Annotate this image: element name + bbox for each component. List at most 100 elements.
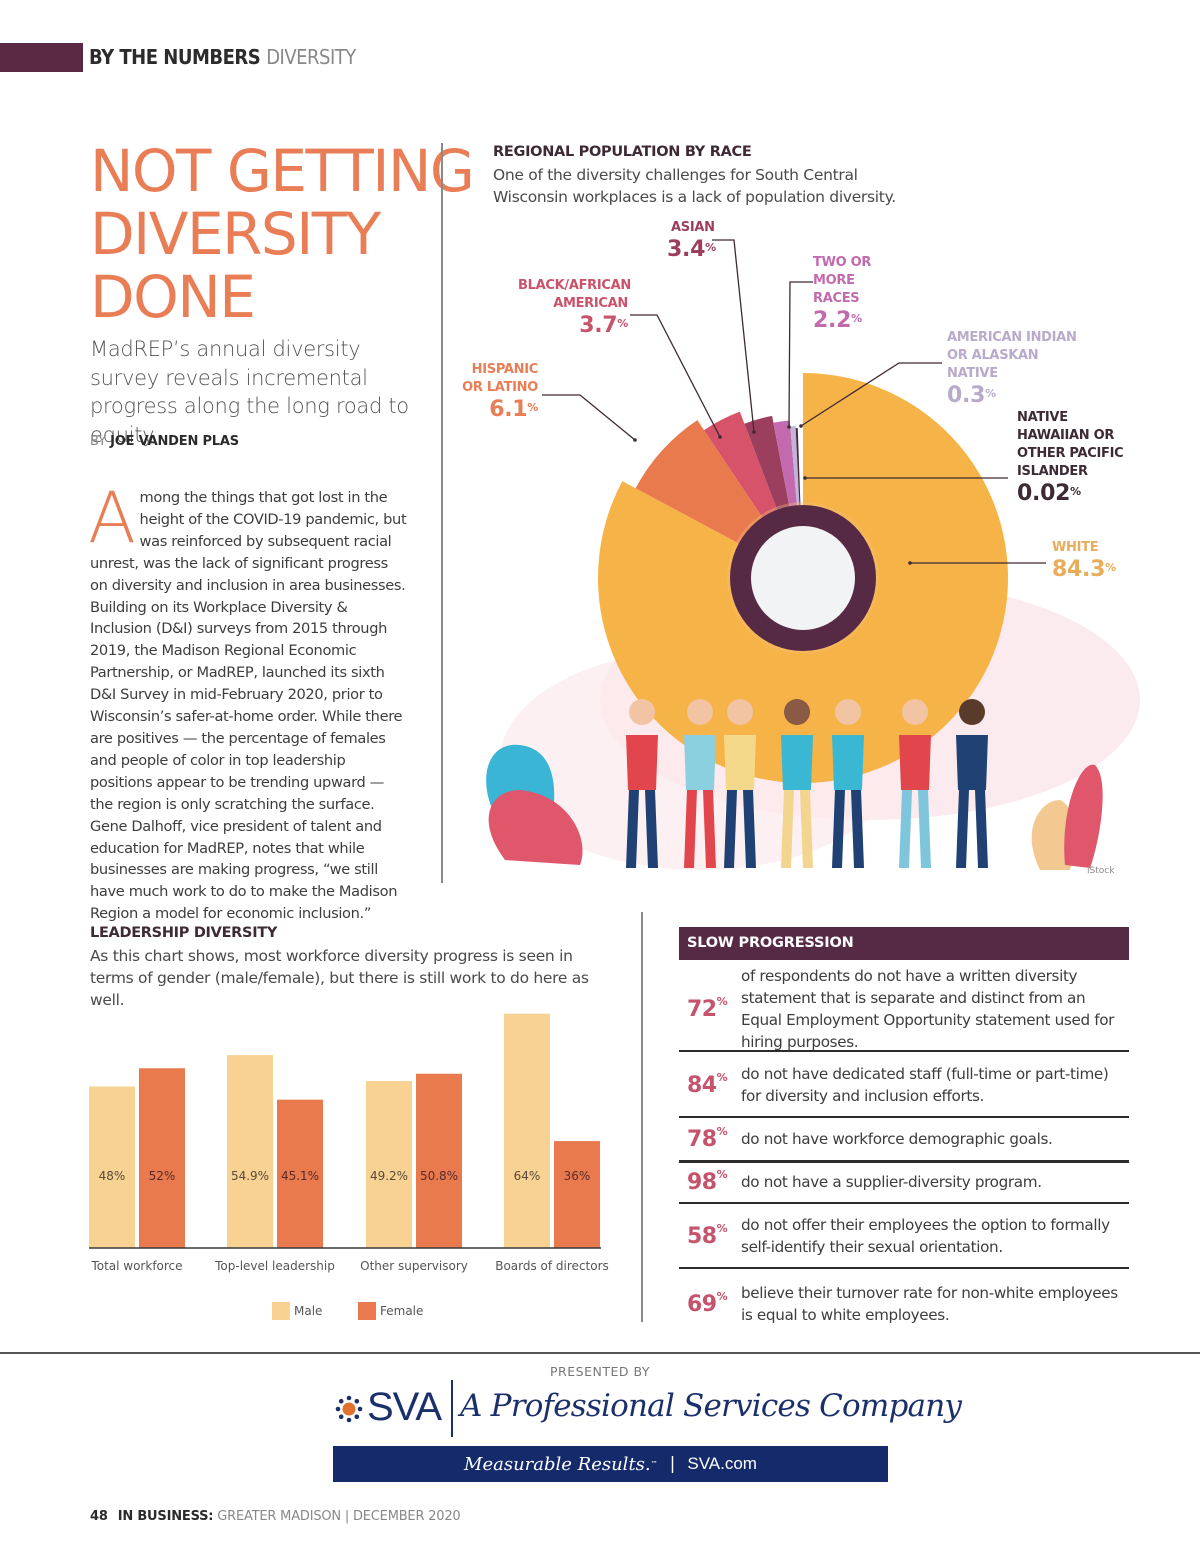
sva-tagline: A Professional Services Company <box>460 1388 962 1424</box>
stat-row: 84% do not have dedicated staff (full-ti… <box>679 1060 1129 1110</box>
stat-row: 69% believe their turnover rate for non-… <box>679 1279 1129 1329</box>
bar-value-label: 49.2% <box>370 1169 408 1183</box>
stat-value: 72% <box>687 994 728 1022</box>
chart-hub <box>727 502 879 654</box>
page-number: 48 <box>90 1509 108 1524</box>
stat-value: 98% <box>687 1167 728 1195</box>
person-figure <box>781 699 813 868</box>
stat-value: 78% <box>687 1124 728 1152</box>
title-line: DIVERSITY <box>90 200 381 268</box>
bar-female-boards-of-directors <box>554 1141 600 1248</box>
column-divider <box>641 912 643 1322</box>
stat-value: 58% <box>687 1221 728 1249</box>
bar-value-label: 48% <box>99 1169 126 1183</box>
section-name: BY THE NUMBERS <box>89 45 261 69</box>
stat-text: believe their turnover rate for non-whit… <box>741 1284 1118 1324</box>
category-label: Top-level leadership <box>214 1259 335 1273</box>
leader-black <box>630 314 721 438</box>
title-line: DONE <box>90 263 256 331</box>
sva-url-link[interactable]: SVA.com <box>687 1454 757 1473</box>
leader-dot <box>803 476 807 480</box>
row-divider <box>679 1202 1129 1204</box>
label-white-value: 84.3% <box>1052 557 1116 582</box>
sva-logo-separator <box>451 1380 453 1437</box>
legend-label-male: Male <box>294 1304 322 1318</box>
leader-dot <box>633 438 637 442</box>
person-figure <box>626 699 658 868</box>
category-label: Other supervisory <box>360 1259 468 1273</box>
slow-progression-header: SLOW PROGRESSION <box>679 927 1129 960</box>
title-line: NOT GETTING <box>90 137 475 205</box>
bar-value-label: 64% <box>514 1169 541 1183</box>
leadership-bar-chart: 48% 52% Total workforce 54.9% 45.1% Top-level… <box>89 1013 609 1320</box>
stat-row: 98% do not have a supplier-diversity pro… <box>679 1166 1129 1198</box>
label-two-or-more-value: 2.2% <box>813 308 862 333</box>
article-dek: MadREP’s annual diversity survey reveals… <box>90 337 409 447</box>
edition-info: GREATER MADISON | DECEMBER 2020 <box>217 1509 461 1524</box>
publication-name: IN BUSINESS: <box>117 1509 214 1524</box>
presented-by-label: PRESENTED BY <box>550 1364 650 1379</box>
bar-male-top-level-leadership <box>227 1055 273 1248</box>
stat-text: do not have a supplier-diversity program… <box>741 1173 1042 1191</box>
bar-value-label: 45.1% <box>281 1169 319 1183</box>
label-two-or-more-name: TWO OR MORE RACES <box>813 255 872 306</box>
drop-cap: A <box>88 477 136 559</box>
bar-value-label: 52% <box>149 1169 176 1183</box>
leader-dot <box>799 424 803 428</box>
legend-swatch-female <box>358 1302 376 1320</box>
stat-text: do not have workforce demographic goals. <box>741 1130 1053 1148</box>
legend-swatch-male <box>272 1302 290 1320</box>
bar-value-label: 54.9% <box>231 1169 269 1183</box>
plant-leaf-red-right <box>1064 764 1103 868</box>
label-american-indian-name: AMERICAN INDIAN OR ALASKAN NATIVE <box>947 330 1077 381</box>
race-polar-chart <box>486 239 1140 870</box>
label-black: BLACK/AFRICAN AMERICAN 3.7% <box>518 277 631 339</box>
byline: BY JOE VANDEN PLAS <box>90 434 239 449</box>
stat-text: do not have dedicated staff (full-time o… <box>741 1065 1109 1105</box>
footer-rule <box>0 1352 1200 1354</box>
sva-banner[interactable]: Measurable Results. ™ | SVA.com <box>333 1446 888 1482</box>
leader-dot <box>787 425 791 429</box>
row-divider <box>679 1050 1129 1052</box>
leader-dot <box>718 435 722 439</box>
section-color-bar <box>0 43 83 72</box>
bar-value-label: 50.8% <box>420 1169 458 1183</box>
bar-female-top-level-leadership <box>277 1099 323 1248</box>
leader-two-or-more <box>788 281 813 428</box>
sva-slogan: Measurable Results. <box>464 1453 651 1475</box>
sva-logo-mark-icon[interactable] <box>335 1395 363 1423</box>
bar-female-other-supervisory <box>416 1073 462 1248</box>
stat-text: of respondents do not have a written div… <box>741 967 1115 1051</box>
bar-female-total-workforce <box>139 1068 185 1248</box>
label-asian-value: 3.4% <box>667 237 716 262</box>
column-divider <box>441 143 443 883</box>
label-native-hawaiian-name: NATIVE HAWAIIAN OR OTHER PACIFIC ISLANDE… <box>1017 410 1124 479</box>
section-header: BY THE NUMBERS DIVERSITY <box>89 45 356 69</box>
person-figure <box>899 699 931 868</box>
category-label: Total workforce <box>90 1259 182 1273</box>
sva-brand-name[interactable]: SVA <box>367 1385 442 1429</box>
row-divider <box>679 1160 1129 1163</box>
label-asian: ASIAN 3.4% <box>667 219 716 263</box>
author-name: JOE VANDEN PLAS <box>110 434 239 449</box>
plant-leaf-red <box>488 790 583 865</box>
label-american-indian: AMERICAN INDIAN OR ALASKAN NATIVE 0.3% <box>947 329 1077 409</box>
label-hispanic-name: HISPANIC OR LATINO <box>462 362 538 395</box>
stat-text: do not offer their employees the option … <box>741 1216 1110 1256</box>
stat-row: 58% do not offer their employees the opt… <box>679 1211 1129 1261</box>
stat-row: 72% of respondents do not have a written… <box>679 967 1129 1051</box>
label-black-value: 3.7% <box>579 313 628 338</box>
stat-value: 84% <box>687 1070 728 1098</box>
leadership-chart-title: LEADERSHIP DIVERSITY <box>90 925 278 941</box>
label-native-hawaiian-value: 0.02% <box>1017 481 1081 506</box>
race-chart-title: REGIONAL POPULATION BY RACE <box>493 144 752 160</box>
leader-dot <box>908 561 912 565</box>
leader-dot <box>752 430 756 434</box>
leader-hispanic <box>542 394 636 441</box>
plant-leaf-tan <box>1031 800 1075 870</box>
byline-prefix: BY <box>90 434 107 449</box>
row-divider <box>679 1116 1129 1118</box>
photo-credit: iStock <box>1087 866 1115 876</box>
label-white-name: WHITE <box>1052 540 1099 555</box>
body-text: mong the things that got lost in the hei… <box>90 489 407 923</box>
